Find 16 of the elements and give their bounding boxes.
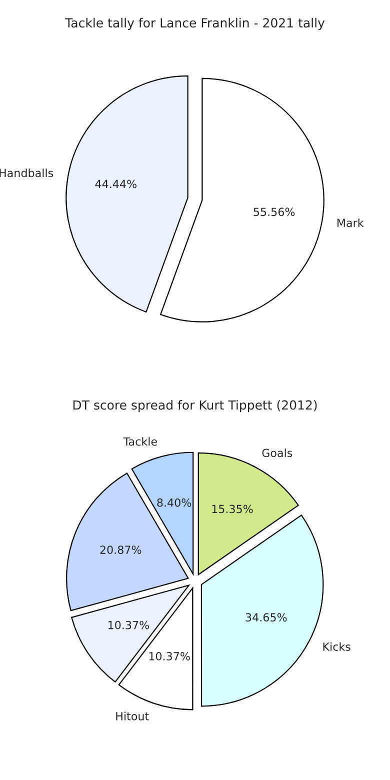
- slice-label: Goals: [262, 448, 292, 458]
- data-label: 44.44%: [95, 180, 136, 188]
- slice-label: Kicks: [323, 642, 350, 651]
- data-label: 15.35%: [212, 504, 253, 514]
- slice-label: Mark: [337, 218, 364, 228]
- chart-title: Tackle tally for Lance Franklin - 2021 tally: [65, 18, 325, 30]
- data-label: 10.37%: [108, 620, 150, 630]
- data-label: 34.65%: [246, 613, 287, 622]
- chart-title: DT score spread for Kurt Tippett (2012): [73, 400, 317, 412]
- data-label: 8.40%: [157, 498, 192, 507]
- data-label: 55.56%: [254, 208, 295, 216]
- slice-label: Tackle: [123, 437, 157, 446]
- slice-label: Handballs: [0, 168, 54, 178]
- data-label: 20.87%: [100, 546, 142, 554]
- data-label: 10.37%: [149, 652, 190, 660]
- slice-label: Hitout: [116, 712, 149, 720]
